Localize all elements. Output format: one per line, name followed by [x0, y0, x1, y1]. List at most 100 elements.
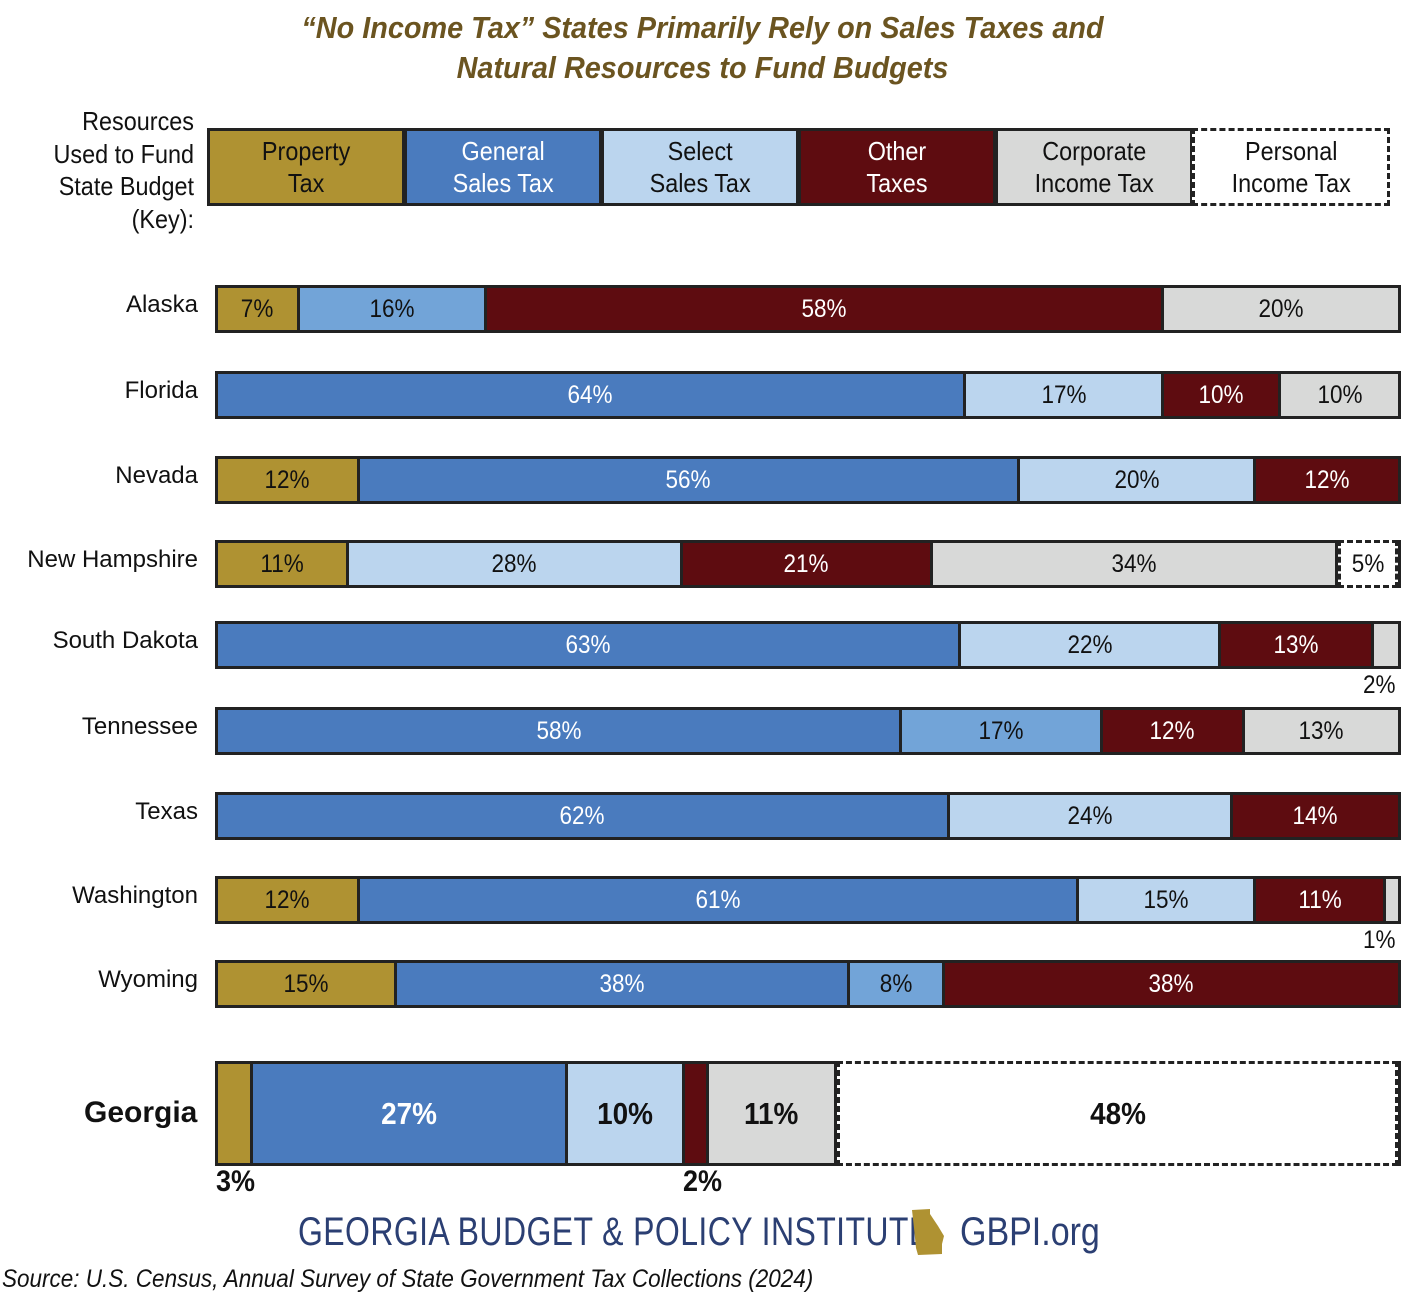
georgia-bar: 27% 10% 11% 48% — [215, 1061, 1401, 1166]
bar-segment-general-sales: 64% — [218, 374, 966, 416]
bar-segment-property: 15% — [218, 963, 397, 1005]
bar-segment-general-sales: 63% — [218, 624, 962, 666]
data-label: 22% — [1067, 630, 1113, 659]
bar-segment-other: 12% — [1256, 459, 1398, 501]
bar-segment-general-sales: 61% — [359, 879, 1080, 921]
state-label: Wyoming — [98, 966, 198, 993]
legend-label-line: Resources — [82, 106, 194, 136]
data-label: 13% — [1273, 630, 1319, 659]
state-bar: 62% 24% 14% — [215, 792, 1401, 840]
state-bar: 11% 28% 21% 34% 5% — [215, 540, 1401, 588]
bar-segment-property: 12% — [218, 459, 360, 501]
data-label: 13% — [1298, 716, 1344, 745]
data-label: 11% — [260, 549, 304, 578]
data-label: 20% — [1114, 465, 1160, 494]
data-label: 24% — [1067, 801, 1113, 830]
data-label: 62% — [559, 801, 605, 830]
data-label: 38% — [599, 969, 645, 998]
bar-segment-select-sales: 17% — [965, 374, 1165, 416]
bar-segment-general-sales: 62% — [218, 795, 950, 837]
state-label: South Dakota — [52, 627, 198, 654]
data-label: 10% — [597, 1095, 654, 1131]
data-label: 12% — [264, 885, 310, 914]
data-label-outside: 2% — [683, 1165, 723, 1198]
bar-segment-corporate: 10% — [1281, 374, 1398, 416]
bar-segment-corporate: 20% — [1164, 288, 1398, 330]
bar-segment-general-sales: 38% — [396, 963, 850, 1005]
state-label: Florida — [124, 377, 198, 404]
data-label: 58% — [536, 716, 582, 745]
legend-label: Resources Used to Fund State Budget (Key… — [19, 105, 194, 235]
bar-segment-other: 13% — [1220, 624, 1375, 666]
bar-segment-corporate: 34% — [933, 543, 1339, 585]
legend-item-label: Property Tax — [261, 136, 351, 198]
legend-item-general-sales: General Sales Tax — [404, 128, 602, 206]
website-link[interactable]: GBPI.org — [960, 1210, 1100, 1254]
bar-segment-property: 12% — [218, 879, 360, 921]
bar-segment-select-sales: 16% — [299, 288, 487, 330]
bar-segment-corporate: 11% — [708, 1064, 838, 1163]
legend-label-line: Used to Fund — [53, 138, 195, 169]
data-label: 21% — [783, 549, 830, 578]
legend-item-property: Property Tax — [207, 128, 405, 206]
bar-segment-property: 7% — [218, 288, 300, 330]
bar-segment-other — [685, 1064, 709, 1163]
chart-title: “No Income Tax” States Primarily Rely on… — [49, 8, 1356, 88]
data-label: 12% — [1149, 716, 1195, 745]
data-label-outside: 3% — [216, 1165, 256, 1198]
data-label: 27% — [381, 1095, 438, 1131]
data-label-outside: 1% — [1363, 926, 1396, 954]
state-bar: 64% 17% 10% 10% — [215, 371, 1401, 419]
data-label: 12% — [1304, 465, 1350, 494]
state-label: Nevada — [115, 462, 198, 489]
data-label: 17% — [978, 716, 1024, 745]
bar-segment-other: 21% — [682, 543, 934, 585]
bar-segment-personal: 5% — [1338, 540, 1398, 588]
bar-segment-select-sales: 10% — [568, 1064, 686, 1163]
data-label: 58% — [801, 294, 847, 323]
data-label: 8% — [879, 969, 913, 998]
bar-segment-other: 10% — [1164, 374, 1282, 416]
data-label: 56% — [665, 465, 712, 494]
bar-segment-personal: 48% — [837, 1061, 1398, 1166]
data-label: 64% — [567, 380, 613, 409]
data-label: 28% — [491, 549, 537, 578]
chart-title-line-1: “No Income Tax” States Primarily Rely on… — [301, 10, 1104, 45]
state-bar: 12% 56% 20% 12% — [215, 456, 1401, 504]
data-label: 17% — [1041, 380, 1087, 409]
legend-label-line: State Budget — [58, 171, 195, 201]
bar-segment-corporate — [1374, 624, 1398, 666]
bar-segment-select-sales: 8% — [849, 963, 946, 1005]
data-label: 38% — [1148, 969, 1195, 998]
state-label: New Hampshire — [27, 546, 198, 573]
bar-segment-other: 14% — [1232, 795, 1398, 837]
state-label: Tennessee — [81, 713, 198, 740]
data-label: 5% — [1351, 549, 1385, 578]
bar-segment-other: 12% — [1102, 710, 1245, 752]
bar-segment-select-sales: 15% — [1079, 879, 1257, 921]
state-label: Washington — [72, 882, 198, 909]
data-label: 15% — [1143, 885, 1189, 914]
bar-segment-general-sales: 27% — [253, 1064, 569, 1163]
bar-segment-other: 58% — [486, 288, 1165, 330]
legend-item-label: General Sales Tax — [452, 136, 554, 198]
state-bar: 12% 61% 15% 11% — [215, 876, 1401, 924]
legend-item-label: Personal Income Tax — [1231, 136, 1351, 198]
bar-segment-select-sales: 17% — [902, 710, 1103, 752]
legend-item-label: Select Sales Tax — [649, 136, 751, 198]
bar-segment-property: 11% — [218, 543, 350, 585]
data-label: 63% — [565, 630, 611, 659]
legend-item-label: Corporate Income Tax — [1034, 136, 1154, 198]
data-label: 20% — [1258, 294, 1304, 323]
data-label-outside: 2% — [1363, 671, 1396, 699]
state-label: Texas — [135, 798, 198, 825]
data-label: 14% — [1292, 801, 1338, 830]
legend-label-line: (Key): — [131, 203, 194, 234]
chart-title-line-2: Natural Resources to Fund Budgets — [456, 50, 949, 85]
data-label: 12% — [264, 465, 310, 494]
state-bar: 7% 16% 58% 20% — [215, 285, 1401, 333]
bar-segment-property — [218, 1064, 254, 1163]
data-label: 61% — [695, 885, 741, 914]
state-bar: 63% 22% 13% — [215, 621, 1401, 669]
state-bar: 58% 17% 12% 13% — [215, 707, 1401, 755]
